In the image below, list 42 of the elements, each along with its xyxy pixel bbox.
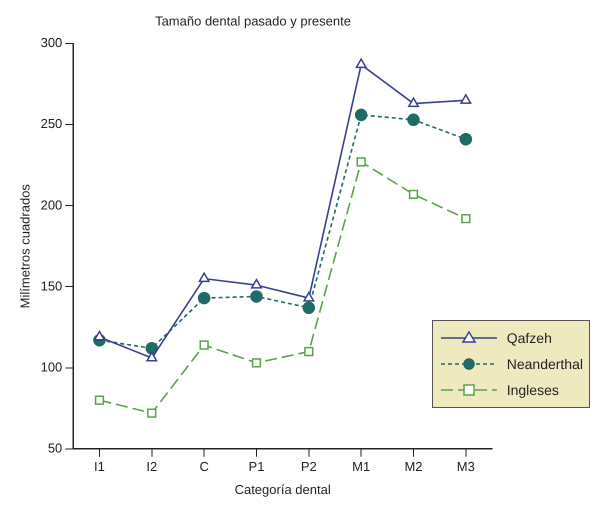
y-tick-label: 150	[40, 278, 62, 294]
point	[147, 408, 156, 418]
point	[198, 292, 210, 304]
point	[94, 396, 104, 405]
point	[250, 278, 262, 289]
y-tick-label: 100	[40, 359, 62, 374]
x-tick-label: M3	[456, 459, 475, 474]
x-axis-title: Categoría dental	[234, 482, 331, 497]
point	[250, 290, 263, 303]
point	[354, 108, 368, 122]
point	[407, 114, 420, 126]
legend-label: Neanderthal	[506, 356, 583, 372]
y-tick-label: 250	[40, 116, 62, 132]
point	[304, 346, 314, 356]
x-tick-label: P1	[248, 459, 264, 474]
point	[146, 352, 158, 362]
y-tick-label: 50	[48, 440, 62, 456]
x-tick-label: C	[199, 459, 209, 474]
point	[94, 330, 105, 340]
point	[461, 214, 470, 224]
point	[302, 302, 316, 314]
point	[460, 94, 472, 104]
point	[200, 340, 209, 350]
x-tick-label: I1	[94, 459, 105, 474]
y-tick-label: 300	[40, 35, 62, 50]
point	[356, 58, 367, 68]
point	[408, 190, 418, 199]
x-tick-label: M1	[352, 459, 370, 474]
chart-title: Tamaño dental pasado y presente	[155, 13, 351, 28]
x-tick-label: M2	[404, 459, 423, 474]
point	[303, 292, 314, 302]
point	[460, 132, 472, 146]
point	[408, 97, 420, 108]
point	[252, 358, 262, 368]
point	[356, 157, 366, 167]
x-tick-label: I2	[146, 459, 158, 474]
y-tick-label: 200	[40, 197, 62, 212]
point	[198, 272, 210, 282]
y-axis-title: Milímetros cuadrados	[17, 184, 32, 308]
x-tick-label: P2	[300, 459, 317, 474]
legend-label: Qafzeh	[506, 330, 552, 346]
legend-label: Ingleses	[506, 382, 559, 398]
